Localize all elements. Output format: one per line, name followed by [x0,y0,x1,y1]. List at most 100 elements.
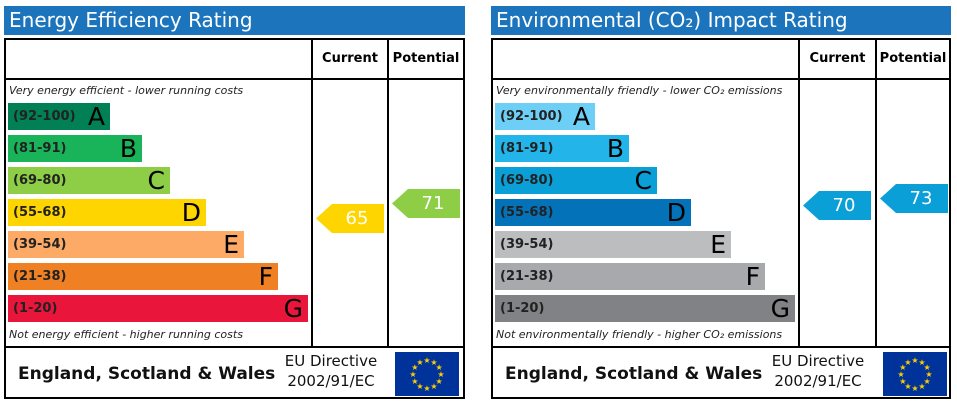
column-divider [387,40,389,346]
column-header-current: Current [322,51,378,66]
eu-star: ★ [899,377,906,386]
column-header-potential: Potential [392,51,460,66]
band-letter: D [666,198,686,227]
directive-line-1: EU Directive [771,352,865,370]
band-d: (55-68) D [8,199,206,226]
header-divider [493,78,798,80]
band-letter: A [572,102,590,131]
footer-directive: EU Directive 2002/91/EC [276,351,386,391]
current-rating-value: 70 [832,195,856,217]
band-range-label: (92-100) [500,109,563,124]
eu-star: ★ [904,358,911,367]
header-divider [6,78,311,80]
directive-line-2: 2002/91/EC [287,372,375,390]
eu-star: ★ [416,382,423,391]
eu-star: ★ [436,377,443,386]
current-rating-value: 65 [345,208,369,230]
potential-rating-value: 71 [421,192,445,214]
eu-star: ★ [411,377,418,386]
band-c: (69-80) C [495,167,657,194]
footer-divider [6,346,463,348]
band-a: (92-100) A [8,103,110,130]
energy-efficiency-chart: Energy Efficiency Rating Current Potenti… [4,6,465,399]
band-range-label: (81-91) [500,141,554,156]
column-divider [798,40,800,346]
current-arrow-shape [803,191,871,221]
chart-frame: Current Potential Very energy efficient … [4,38,465,399]
band-range-label: (69-80) [13,173,67,188]
eu-star: ★ [924,363,931,372]
potential-rating-arrow: 73 [880,183,948,213]
band-letter: F [258,262,273,291]
band-range-label: (92-100) [13,109,76,124]
band-letter: G [283,294,303,323]
footer-country: England, Scotland & Wales [18,364,276,384]
eu-star: ★ [904,382,911,391]
eu-star: ★ [911,384,918,393]
band-range-label: (39-54) [13,237,67,252]
eu-star: ★ [436,363,443,372]
top-caption: Very environmentally friendly - lower CO… [496,84,783,97]
eu-flag-icon: ★ ★ ★ ★ ★ ★ ★ ★ ★ ★ ★ ★ [883,352,947,396]
eu-star: ★ [423,384,430,393]
band-letter: B [119,134,137,163]
band-g: (1-20) G [8,295,308,322]
top-caption: Very energy efficient - lower running co… [9,84,244,97]
band-range-label: (81-91) [13,141,67,156]
column-divider [875,40,877,346]
eu-star: ★ [409,370,416,379]
band-letter: C [147,166,165,195]
current-arrow-shape [316,204,384,234]
eu-star: ★ [430,358,437,367]
band-range-label: (55-68) [13,205,67,220]
bottom-caption: Not energy efficient - higher running co… [9,328,243,341]
chart-title: Energy Efficiency Rating [4,6,465,35]
eu-star: ★ [897,370,904,379]
band-letter: C [634,166,652,195]
eu-star: ★ [423,356,430,365]
chart-frame: Current Potential Very environmentally f… [491,38,951,399]
band-letter: E [223,230,239,259]
column-divider [311,40,313,346]
column-header-current: Current [809,51,866,66]
eu-flag-icon: ★ ★ ★ ★ ★ ★ ★ ★ ★ ★ ★ ★ [395,352,459,396]
band-range-label: (21-38) [500,269,554,284]
directive-line-1: EU Directive [284,352,378,370]
band-range-label: (1-20) [500,301,545,316]
band-range-label: (55-68) [500,205,554,220]
current-rating-arrow: 65 [316,204,384,234]
band-range-label: (21-38) [13,269,67,284]
potential-arrow-shape [880,183,948,213]
potential-rating-value: 73 [909,187,933,209]
band-letter: B [606,134,624,163]
eu-star: ★ [918,358,925,367]
header-divider [311,78,463,80]
band-c: (69-80) C [8,167,170,194]
band-e: (39-54) E [495,231,731,258]
column-header-potential: Potential [879,51,947,66]
potential-arrow-shape [392,188,460,218]
band-letter: F [745,262,760,291]
band-f: (21-38) F [8,263,278,290]
band-d: (55-68) D [495,199,691,226]
band-range-label: (39-54) [500,237,554,252]
band-b: (81-91) B [8,135,142,162]
band-g: (1-20) G [495,295,795,322]
header-divider [798,78,949,80]
band-range-label: (69-80) [500,173,554,188]
band-f: (21-38) F [495,263,765,290]
band-letter: D [181,198,201,227]
eu-star: ★ [411,363,418,372]
footer-country: England, Scotland & Wales [505,364,763,384]
bottom-caption: Not environmentally friendly - higher CO… [496,328,783,341]
band-b: (81-91) B [495,135,629,162]
eu-star: ★ [924,377,931,386]
potential-rating-arrow: 71 [392,188,460,218]
eu-star: ★ [911,356,918,365]
current-rating-arrow: 70 [803,191,871,221]
eu-star: ★ [918,382,925,391]
footer-directive: EU Directive 2002/91/EC [763,351,873,391]
footer-divider [493,346,949,348]
band-letter: E [710,230,726,259]
eu-star: ★ [437,370,444,379]
